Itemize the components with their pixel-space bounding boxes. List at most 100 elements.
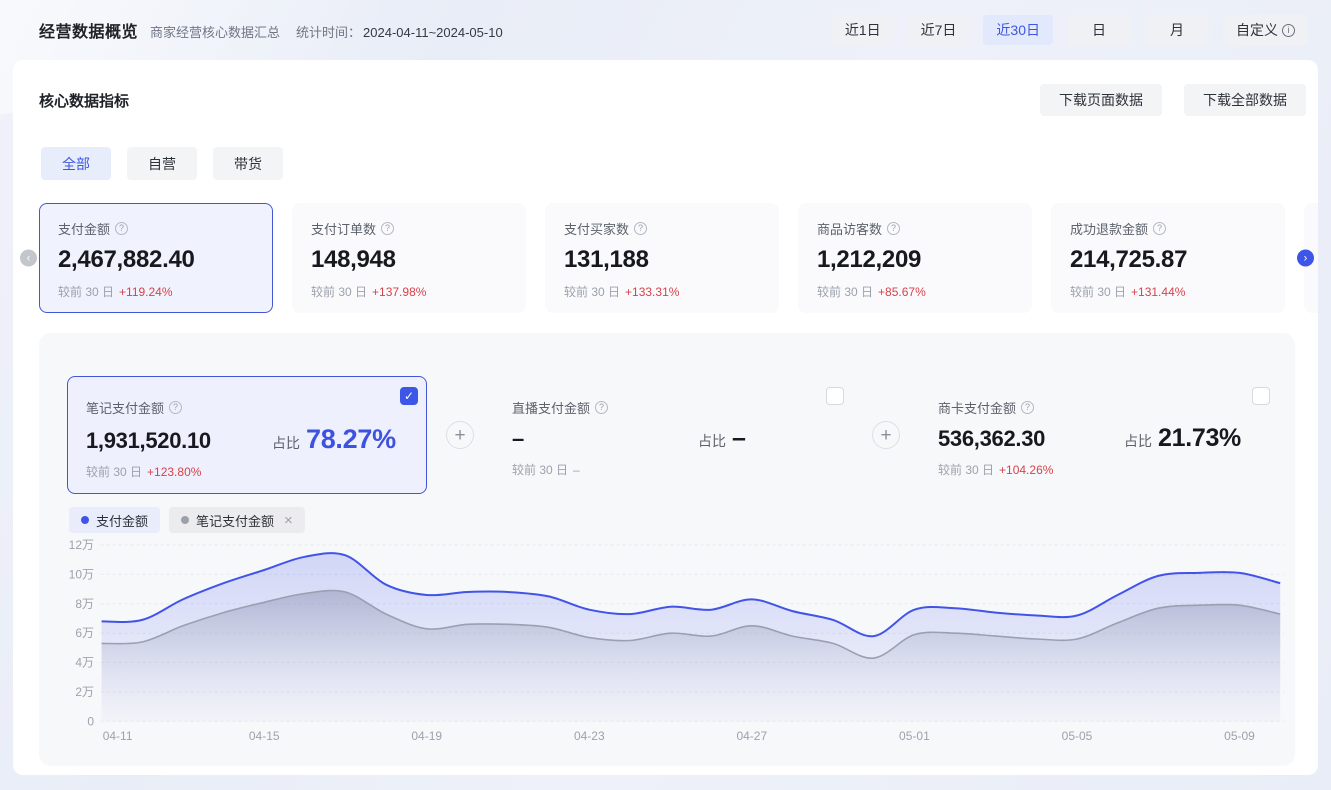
sub-card-value: –	[512, 426, 524, 451]
tab-affiliate[interactable]: 带货	[213, 147, 283, 180]
svg-text:05-09: 05-09	[1224, 729, 1255, 743]
sub-card-label: 直播支付金额?	[512, 398, 852, 417]
delta-value: +123.80%	[147, 465, 202, 479]
ratio-value: 21.73%	[1158, 424, 1241, 452]
top-bar: 经营数据概览 商家经营核心数据汇总 统计时间： 2024-04-11~2024-0…	[0, 0, 1331, 60]
live-payment-checkbox[interactable]	[826, 387, 844, 405]
range-button-1d[interactable]: 近1日	[831, 15, 894, 45]
product-card-payment-checkbox[interactable]	[1252, 387, 1270, 405]
compare-label: 较前 30 日	[311, 285, 368, 299]
help-icon[interactable]: ?	[634, 222, 648, 235]
help-icon[interactable]: ?	[595, 401, 609, 414]
sub-card-delta: 较前 30 日 –	[512, 461, 852, 478]
sub-card-product-card-payment[interactable]: 商卡支付金额? 536,362.30 占比 21.73% 较前 30 日 +104…	[919, 376, 1279, 494]
svg-text:04-19: 04-19	[411, 729, 442, 743]
range-button-30d[interactable]: 近30日	[983, 15, 1053, 45]
page-title: 经营数据概览	[39, 24, 139, 41]
sub-cards-row: ✓ 笔记支付金额? 1,931,520.10 占比 78.27% 较前 30 日…	[67, 376, 1295, 494]
sub-card-note-payment[interactable]: ✓ 笔记支付金额? 1,931,520.10 占比 78.27% 较前 30 日…	[67, 376, 427, 494]
legend-label: 笔记支付金额	[196, 513, 275, 529]
compare-label: 较前 30 日	[817, 285, 874, 299]
payment-trend-chart[interactable]: 0 2万 4万 6万 8万 10万 12万 04-11 04-15 04-19 04-23 04-27…	[39, 533, 1295, 751]
range-button-month[interactable]: 月	[1145, 15, 1209, 45]
metric-card-payment-amount[interactable]: 支付金额? 2,467,882.40 较前 30 日 +119.24%	[39, 203, 273, 313]
sub-card-label: 商卡支付金额?	[938, 398, 1278, 417]
download-page-data-button[interactable]: 下载页面数据	[1040, 84, 1162, 116]
svg-text:12万: 12万	[69, 538, 94, 552]
range-button-day[interactable]: 日	[1067, 15, 1131, 45]
payment-breakdown-container: ✓ 笔记支付金额? 1,931,520.10 占比 78.27% 较前 30 日…	[39, 333, 1295, 766]
metric-label: 支付买家数?	[564, 219, 778, 238]
sub-card-label-text: 直播支付金额	[512, 401, 591, 416]
metric-label: 商品访客数?	[817, 219, 1031, 238]
legend-item-payment[interactable]: 支付金额	[69, 507, 161, 533]
ratio-value: 78.27%	[306, 424, 396, 454]
svg-text:8万: 8万	[75, 597, 94, 611]
sub-card-values: 1,931,520.10 占比 78.27%	[86, 424, 426, 455]
metric-cards-row: 支付金额? 2,467,882.40 较前 30 日 +119.24% 支付订单数…	[13, 203, 1318, 313]
help-icon[interactable]: ?	[115, 222, 129, 235]
delta-value: +104.26%	[999, 463, 1054, 477]
metric-card-product-visitors[interactable]: 商品访客数? 1,212,209 较前 30 日 +85.67%	[798, 203, 1032, 313]
metric-value: 148,948	[311, 246, 396, 273]
sub-card-delta: 较前 30 日 +104.26%	[938, 461, 1278, 478]
add-icon[interactable]: +	[446, 421, 474, 449]
stat-time: 统计时间： 2024-04-11~2024-05-10	[296, 22, 503, 41]
help-icon[interactable]: ?	[887, 222, 901, 235]
next-cards-button[interactable]: ›	[1297, 249, 1314, 267]
legend-dot-blue	[81, 516, 89, 524]
delta-value: –	[573, 463, 580, 477]
metric-delta: 较前 30 日 +137.98%	[311, 283, 525, 300]
sub-card-values: – 占比 –	[512, 424, 852, 453]
add-icon[interactable]: +	[872, 421, 900, 449]
sub-card-value: 1,931,520.10	[86, 428, 211, 453]
help-icon[interactable]: ?	[1021, 401, 1035, 414]
ratio-value: –	[732, 424, 746, 452]
metric-label-text: 支付订单数	[311, 222, 377, 237]
help-icon[interactable]: ?	[169, 401, 183, 414]
metric-card-paying-buyers[interactable]: 支付买家数? 131,188 较前 30 日 +133.31%	[545, 203, 779, 313]
svg-text:04-11: 04-11	[103, 729, 133, 743]
compare-label: 较前 30 日	[1070, 285, 1127, 299]
metric-delta: 较前 30 日 +119.24%	[58, 283, 272, 300]
help-icon[interactable]: ?	[1153, 222, 1167, 235]
legend-item-note-payment[interactable]: 笔记支付金额 ×	[169, 507, 305, 533]
range-button-custom-label: 自定义	[1236, 22, 1278, 38]
stat-time-label: 统计时间：	[296, 25, 362, 40]
svg-text:10万: 10万	[69, 567, 94, 581]
ratio-label: 占比	[1124, 433, 1152, 449]
help-icon[interactable]: ?	[381, 222, 395, 235]
date-range-switcher: 近1日 近7日 近30日 日 月 自定义 i	[831, 15, 1308, 45]
metric-card-refund-amount[interactable]: 成功退款金额? 214,725.87 较前 30 日 +131.44%	[1051, 203, 1285, 313]
remove-legend-icon[interactable]: ×	[284, 511, 293, 529]
tab-all[interactable]: 全部	[41, 147, 111, 180]
metric-label: 成功退款金额?	[1070, 219, 1284, 238]
delta-value: +85.67%	[878, 285, 926, 299]
section-title: 核心数据指标	[39, 92, 130, 110]
legend-label: 支付金额	[96, 513, 149, 529]
sub-card-values: 536,362.30 占比 21.73%	[938, 424, 1278, 453]
download-group: 下载页面数据 下载全部数据	[1040, 84, 1306, 116]
svg-text:04-15: 04-15	[249, 729, 280, 743]
delta-value: +137.98%	[372, 285, 427, 299]
svg-text:6万: 6万	[75, 626, 94, 640]
sub-card-live-payment[interactable]: 直播支付金额? – 占比 – 较前 30 日 –	[493, 376, 853, 494]
core-metrics-panel: 核心数据指标 下载页面数据 下载全部数据 全部 自营 带货 ‹ 支付金额? 2,…	[13, 60, 1318, 775]
tab-self-operated[interactable]: 自营	[127, 147, 197, 180]
range-button-custom[interactable]: 自定义 i	[1223, 15, 1308, 45]
svg-text:0: 0	[87, 714, 94, 728]
metric-card-payment-orders[interactable]: 支付订单数? 148,948 较前 30 日 +137.98%	[292, 203, 526, 313]
metric-value: 214,725.87	[1070, 246, 1188, 273]
prev-cards-button[interactable]: ‹	[20, 249, 37, 267]
sub-card-label-text: 笔记支付金额	[86, 401, 165, 416]
download-all-data-button[interactable]: 下载全部数据	[1184, 84, 1306, 116]
range-button-7d[interactable]: 近7日	[907, 15, 970, 45]
delta-value: +131.44%	[1131, 285, 1186, 299]
note-payment-checkbox[interactable]: ✓	[400, 387, 418, 405]
delta-value: +119.24%	[119, 285, 173, 299]
svg-text:2万: 2万	[75, 685, 94, 699]
chart-legend: 支付金额 笔记支付金额 ×	[69, 507, 1295, 533]
scope-tabs: 全部 自营 带货	[13, 116, 1318, 180]
title-block: 经营数据概览 商家经营核心数据汇总 统计时间： 2024-04-11~2024-0…	[39, 18, 503, 42]
